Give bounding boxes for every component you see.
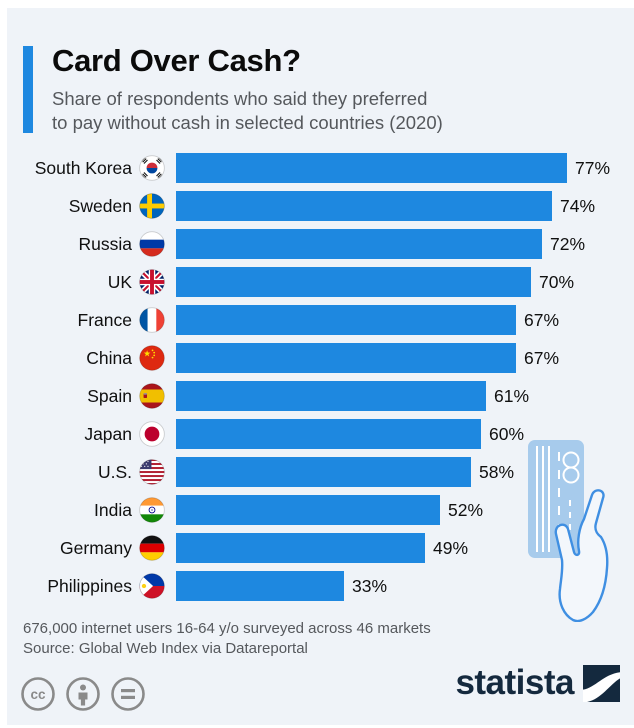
flag-us-icon <box>139 459 165 485</box>
value-bar <box>176 229 542 259</box>
country-label: China <box>86 347 132 368</box>
country-label: Japan <box>84 423 132 444</box>
svg-text:cc: cc <box>30 687 46 702</box>
flag-india-icon <box>139 497 165 523</box>
bar-rows: South Korea 77% Sweden 74% Russia 72% UK <box>7 153 634 601</box>
value-label: 70% <box>539 271 575 292</box>
country-label: Russia <box>78 233 133 254</box>
value-label: 52% <box>448 499 484 520</box>
chart-row: Germany 49% <box>7 533 634 563</box>
chart-row: Spain 61% <box>7 381 634 411</box>
value-bar <box>176 191 552 221</box>
chart-row: South Korea 77% <box>7 153 634 183</box>
chart-row: UK 70% <box>7 267 634 297</box>
value-label: 67% <box>524 347 560 368</box>
value-label: 58% <box>479 461 515 482</box>
chart-row: India 52% <box>7 495 634 525</box>
flag-russia-icon <box>139 231 165 257</box>
flag-uk-icon <box>139 269 165 295</box>
statista-logo-icon <box>583 664 620 702</box>
chart-row: Japan 60% <box>7 419 634 449</box>
footnote: 676,000 internet users 16-64 y/o surveye… <box>23 619 431 659</box>
country-label: Sweden <box>68 195 132 216</box>
country-label: Germany <box>60 537 132 558</box>
value-label: 67% <box>524 309 560 330</box>
cc-icon[interactable]: cc <box>20 676 56 712</box>
title-accent-bar <box>23 46 33 133</box>
country-label: India <box>94 499 132 520</box>
value-bar <box>176 305 516 335</box>
value-bar <box>176 153 567 183</box>
license-icons: cc <box>20 676 146 712</box>
flag-philippines-icon <box>139 573 165 599</box>
chart-row: Philippines 33% <box>7 571 634 601</box>
value-bar <box>176 571 344 601</box>
chart-subtitle: Share of respondents who said they prefe… <box>52 87 443 135</box>
value-label: 61% <box>494 385 530 406</box>
survey-note: 676,000 internet users 16-64 y/o surveye… <box>23 620 431 637</box>
value-label: 77% <box>575 157 611 178</box>
infographic-panel: Card Over Cash? Share of respondents who… <box>7 8 634 725</box>
subtitle-line-2: to pay without cash in selected countrie… <box>52 112 443 133</box>
value-bar <box>176 419 481 449</box>
flag-south-korea-icon <box>139 155 165 181</box>
chart-row: China 67% <box>7 343 634 373</box>
value-bar <box>176 533 425 563</box>
cc-attribution-icon[interactable] <box>65 676 101 712</box>
country-label: Philippines <box>47 575 132 596</box>
country-label: U.S. <box>97 461 132 482</box>
header: Card Over Cash? Share of respondents who… <box>23 41 443 135</box>
source-note: Source: Global Web Index via Datareporta… <box>23 640 308 657</box>
value-label: 60% <box>489 423 525 444</box>
flag-spain-icon <box>139 383 165 409</box>
flag-sweden-icon <box>139 193 165 219</box>
country-label: UK <box>107 271 132 292</box>
statista-brand[interactable]: statista <box>455 663 620 703</box>
chart-row: Russia 72% <box>7 229 634 259</box>
subtitle-line-1: Share of respondents who said they prefe… <box>52 88 428 109</box>
chart-row: France 67% <box>7 305 634 335</box>
value-bar <box>176 343 516 373</box>
bar-chart: South Korea 77% Sweden 74% Russia 72% UK <box>7 153 634 609</box>
chart-row: U.S. 58% <box>7 457 634 487</box>
country-label: South Korea <box>34 157 132 178</box>
cc-equal-icon[interactable] <box>110 676 146 712</box>
page-title: Card Over Cash? <box>52 43 301 78</box>
value-bar <box>176 267 531 297</box>
statista-wordmark: statista <box>455 663 574 702</box>
value-label: 74% <box>560 195 596 216</box>
value-bar <box>176 381 486 411</box>
credit-card-icon <box>528 440 584 558</box>
country-label: France <box>77 309 132 330</box>
flag-france-icon <box>139 307 165 333</box>
value-bar <box>176 457 471 487</box>
chart-row: Sweden 74% <box>7 191 634 221</box>
country-label: Spain <box>87 385 132 406</box>
value-bar <box>176 495 440 525</box>
value-label: 33% <box>352 575 388 596</box>
flag-china-icon <box>139 345 165 371</box>
hand-holding-credit-card-illustration <box>528 440 609 622</box>
value-label: 72% <box>550 233 586 254</box>
flag-germany-icon <box>139 535 165 561</box>
value-label: 49% <box>433 537 469 558</box>
hand-icon <box>554 489 609 622</box>
flag-japan-icon <box>139 421 165 447</box>
